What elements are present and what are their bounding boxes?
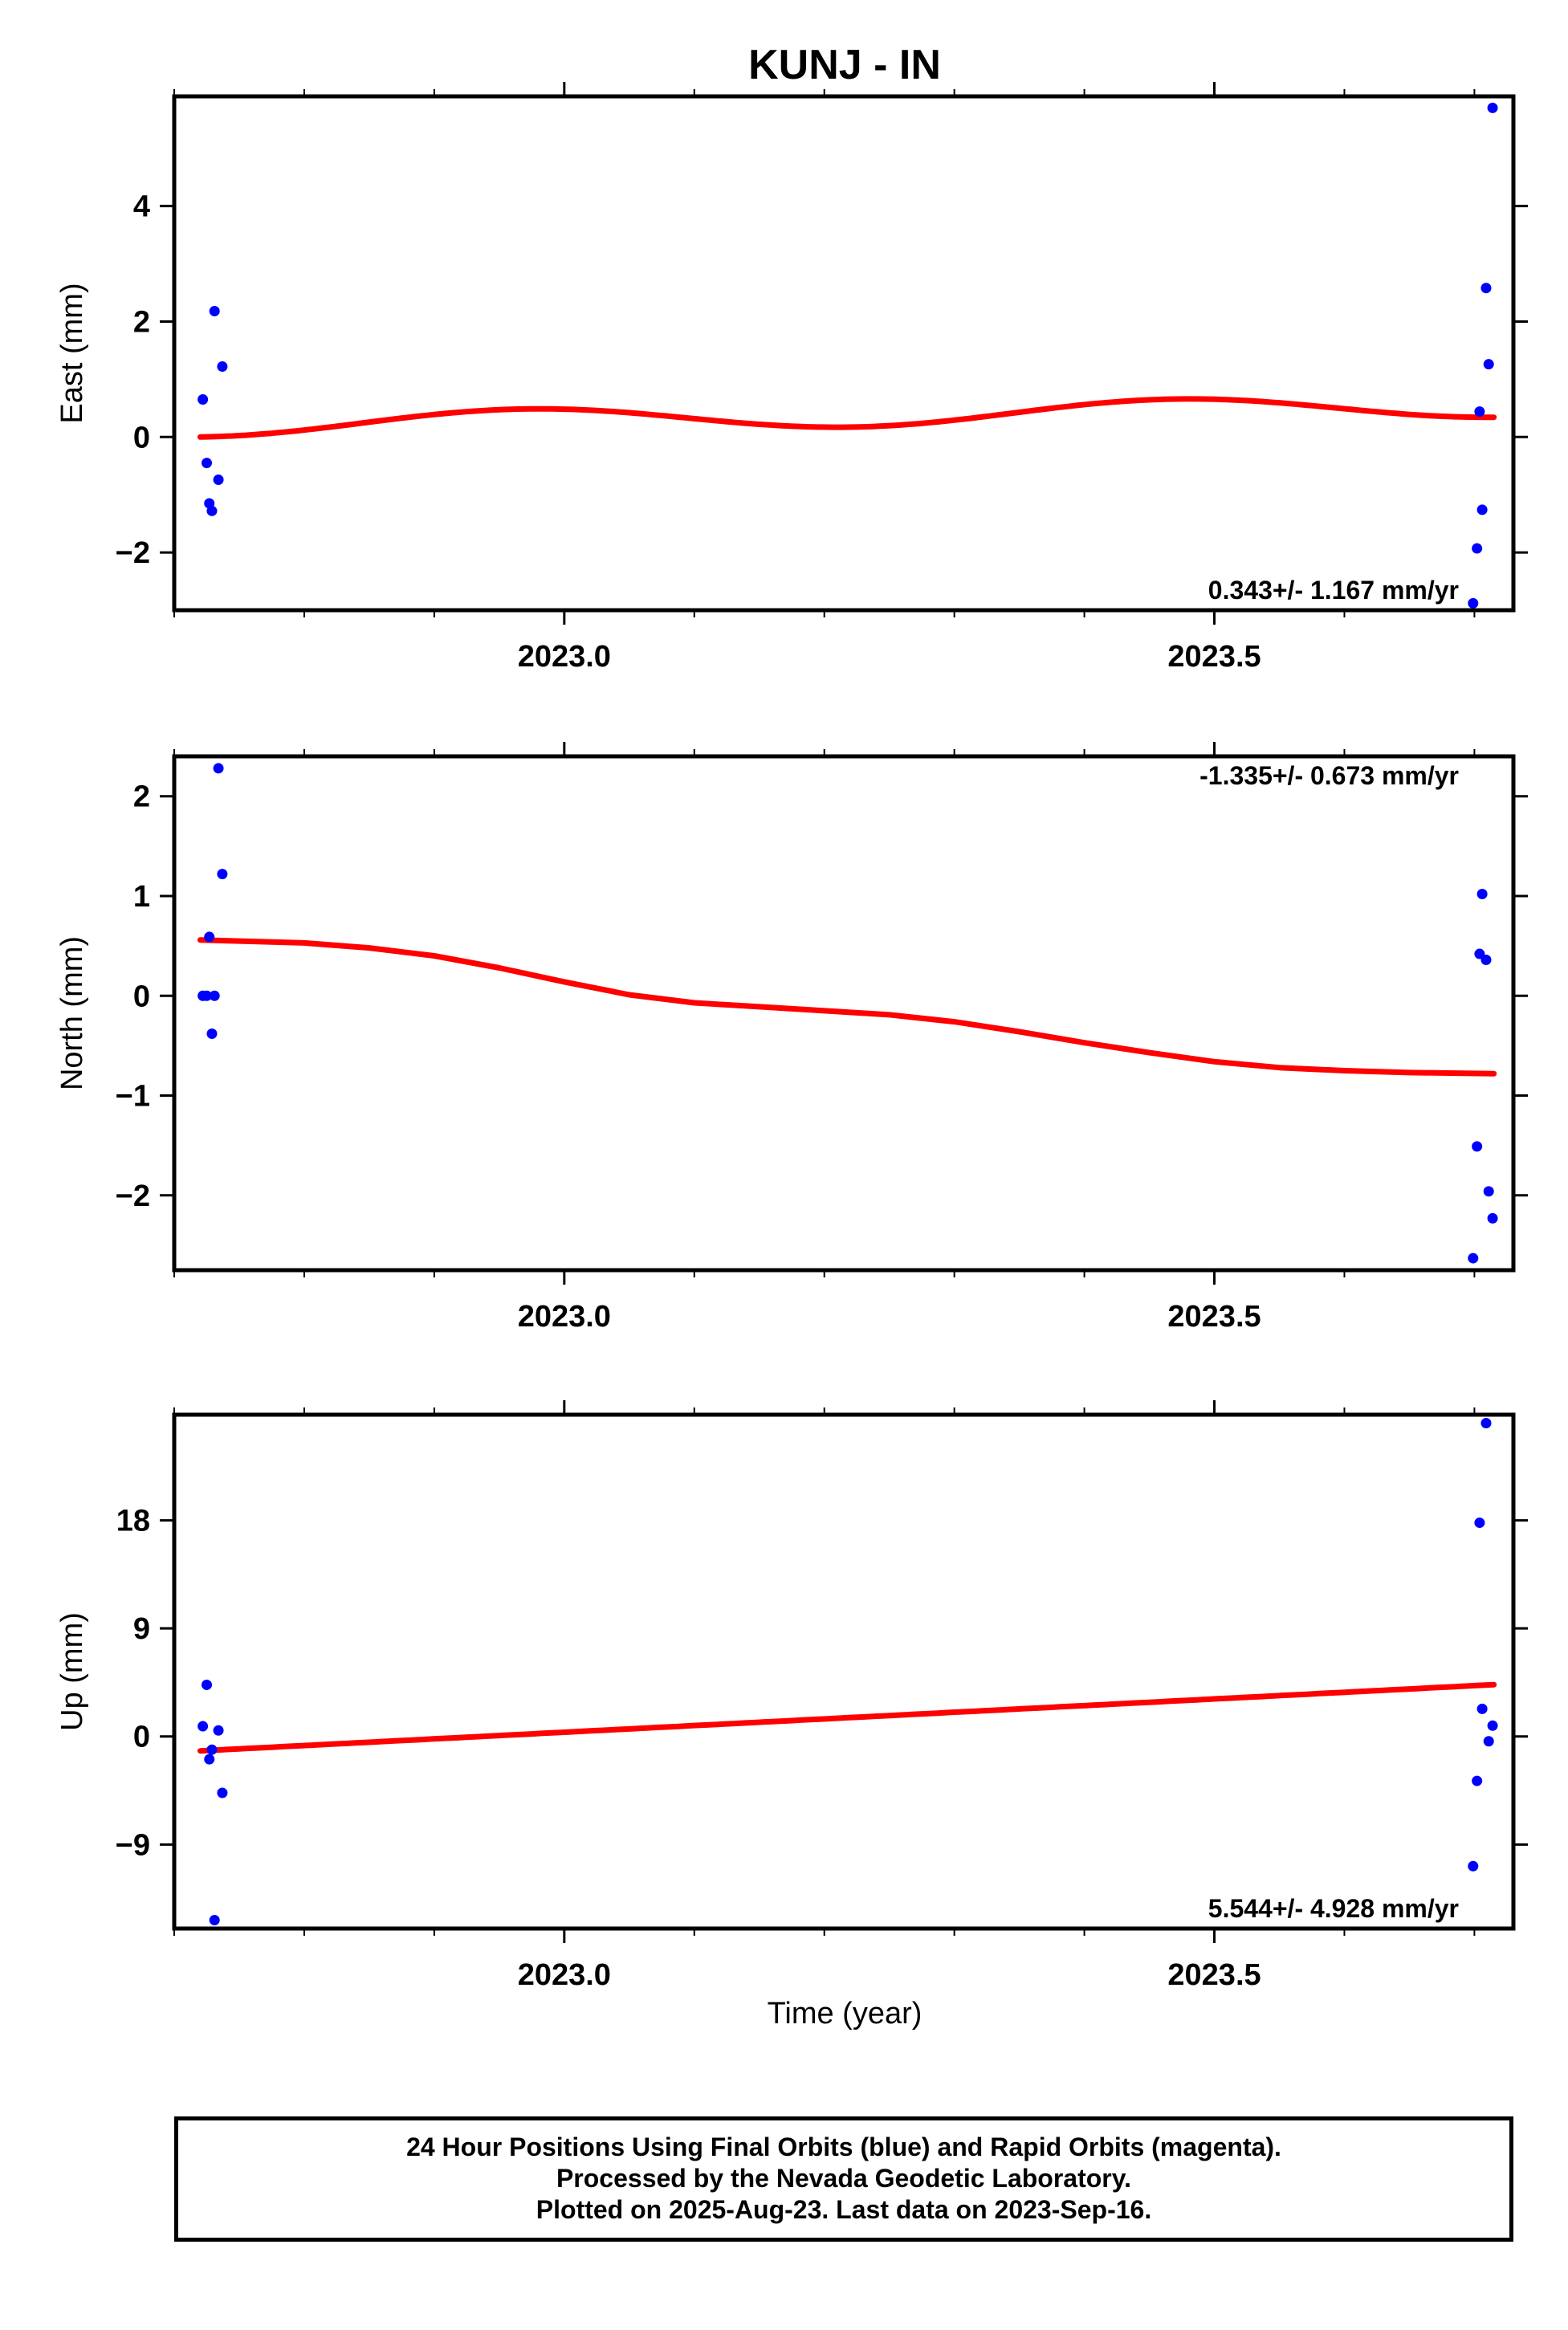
data-point — [1480, 283, 1492, 294]
data-point — [206, 1744, 218, 1755]
data-point — [217, 869, 228, 880]
y-tick-label: −2 — [116, 536, 150, 570]
data-point — [198, 1721, 209, 1732]
east-panel: 2023.0 2023.5 −2 0 2 4 East (mm) 0.343+/- 1.167… — [55, 82, 1528, 674]
rate-label: -1.335+/- 0.673 mm/yr — [1199, 761, 1459, 790]
data-point — [1472, 1141, 1483, 1152]
x-tick-label: 2023.5 — [1167, 640, 1261, 674]
data-point — [1487, 1212, 1498, 1224]
x-axis-label: Time (year) — [768, 1997, 922, 2031]
data-point — [1480, 955, 1492, 966]
data-point — [209, 306, 220, 317]
footer-line-3: Plotted on 2025-Aug-23. Last data on 202… — [536, 2195, 1152, 2224]
data-point — [198, 394, 209, 405]
data-point — [204, 1754, 215, 1765]
data-point — [1487, 102, 1498, 113]
up-panel: 2023.0 2023.5 −9 0 9 18 Up (mm) 5.544+/- 4.928 … — [55, 1400, 1528, 1992]
data-point — [201, 990, 212, 1001]
footer-line-1: 24 Hour Positions Using Final Orbits (bl… — [406, 2132, 1281, 2161]
y-tick-label: 0 — [133, 1721, 150, 1754]
data-point — [201, 1679, 212, 1690]
data-point — [1476, 1703, 1488, 1714]
data-point — [1474, 1517, 1485, 1529]
y-tick-label: −9 — [116, 1828, 150, 1862]
data-point — [206, 505, 218, 516]
y-tick-label: 0 — [133, 980, 150, 1013]
data-point — [209, 1915, 220, 1926]
data-point — [217, 1787, 228, 1798]
data-point — [1483, 1736, 1494, 1747]
data-point — [1474, 406, 1485, 418]
data-point — [209, 990, 220, 1001]
x-tick-label: 2023.0 — [518, 1300, 611, 1334]
data-point — [1468, 1253, 1479, 1264]
plot-frame — [172, 1412, 1516, 1931]
data-point — [201, 458, 212, 469]
y-tick-label: 9 — [133, 1612, 150, 1646]
data-point — [206, 1028, 218, 1039]
fit-line — [197, 937, 1497, 1077]
plot-frame — [172, 754, 1516, 1273]
data-point — [213, 1725, 224, 1736]
y-tick-label: 18 — [116, 1505, 150, 1538]
y-tick-label: 2 — [133, 305, 150, 339]
x-tick-label: 2023.5 — [1167, 1300, 1261, 1334]
y-tick-label: 4 — [133, 190, 150, 224]
data-point — [1476, 888, 1488, 899]
data-point — [1483, 359, 1494, 370]
fit-line — [197, 1681, 1497, 1754]
y-tick-label: −1 — [116, 1080, 150, 1114]
plot-frame — [172, 94, 1516, 613]
y-tick-label: 0 — [133, 421, 150, 454]
data-point — [213, 763, 224, 774]
y-tick-label: 1 — [133, 880, 150, 914]
footer-caption: 24 Hour Positions Using Final Orbits (bl… — [174, 2116, 1513, 2242]
y-tick-label: −2 — [116, 1179, 150, 1213]
data-point — [1468, 1860, 1479, 1872]
data-point — [1472, 543, 1483, 554]
chart-title: KUNJ - IN — [748, 42, 941, 88]
rate-label: 0.343+/- 1.167 mm/yr — [1208, 576, 1459, 605]
y-axis-label: Up (mm) — [55, 1612, 89, 1731]
data-point — [1480, 1417, 1492, 1428]
data-point — [213, 474, 224, 485]
data-point — [1476, 504, 1488, 515]
x-tick-label: 2023.5 — [1167, 1958, 1261, 1992]
data-point — [1468, 597, 1479, 609]
x-tick-label: 2023.0 — [518, 1958, 611, 1992]
data-point — [204, 931, 215, 943]
north-panel: 2023.0 2023.5 −2 −1 0 1 2 North (mm) -1.335+/- 0… — [55, 742, 1528, 1334]
footer-line-2: Processed by the Nevada Geodetic Laborat… — [556, 2164, 1132, 2193]
y-axis-label: North (mm) — [55, 936, 89, 1090]
x-tick-label: 2023.0 — [518, 640, 611, 674]
data-point — [1472, 1775, 1483, 1786]
fit-line — [197, 396, 1497, 440]
y-axis-label: East (mm) — [55, 283, 89, 423]
data-point — [217, 361, 228, 373]
y-tick-label: 2 — [133, 780, 150, 814]
rate-label: 5.544+/- 4.928 mm/yr — [1208, 1894, 1459, 1923]
data-point — [1487, 1720, 1498, 1731]
data-point — [1483, 1186, 1494, 1197]
